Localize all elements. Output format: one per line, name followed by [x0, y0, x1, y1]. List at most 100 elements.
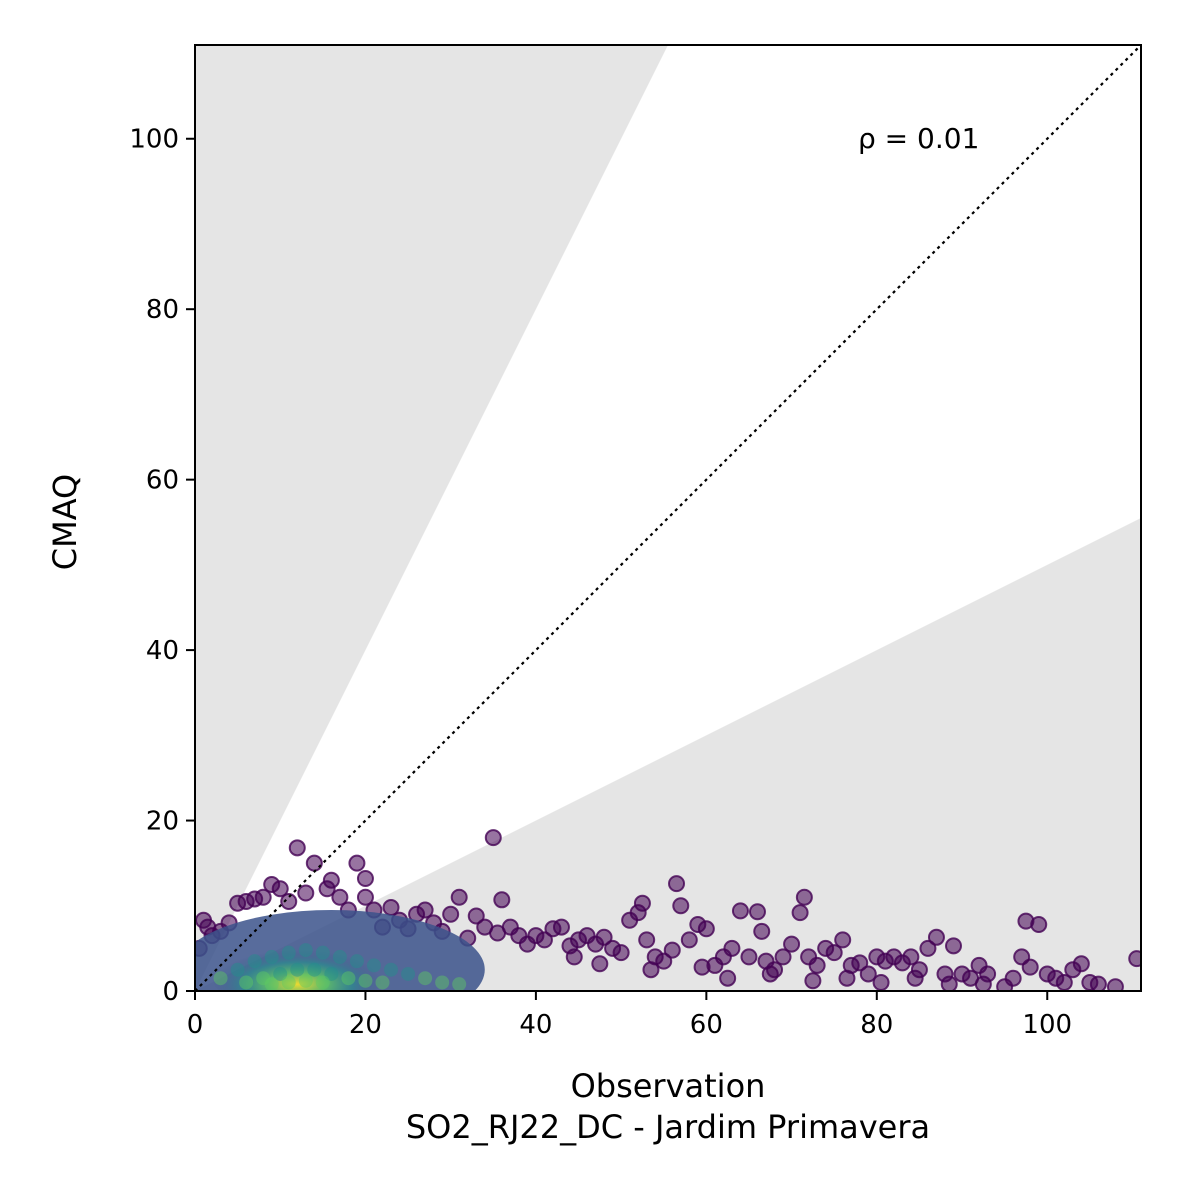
data-point — [804, 972, 822, 990]
x-tick-label: 40 — [519, 1010, 552, 1040]
density-point — [384, 962, 399, 977]
density-point — [213, 971, 228, 986]
data-point — [1030, 916, 1048, 934]
data-point — [668, 875, 686, 893]
data-point — [1089, 975, 1107, 991]
density-point — [290, 962, 305, 977]
data-point — [280, 893, 298, 911]
correlation-annotation: ρ = 0.01 — [858, 122, 979, 155]
density-point — [264, 977, 279, 991]
x-tick-label: 80 — [860, 1010, 893, 1040]
data-point — [672, 897, 690, 915]
upper-shaded-region — [195, 45, 668, 991]
data-point — [229, 894, 247, 912]
density-point — [341, 971, 356, 986]
plot-frame — [194, 44, 1142, 992]
data-point — [808, 956, 826, 974]
density-point — [230, 962, 245, 977]
y-tick-label: 80 — [146, 295, 179, 325]
x-axis-ticks: 0 20 40 60 80 100 — [187, 991, 1072, 1040]
data-point — [467, 907, 485, 925]
data-point — [974, 975, 992, 991]
scatter-points — [195, 829, 1141, 991]
data-point — [484, 829, 502, 847]
x-tick-label: 0 — [187, 1010, 204, 1040]
y-tick-label: 60 — [146, 466, 179, 496]
density-point — [332, 949, 347, 964]
data-point — [655, 952, 673, 970]
density-point — [247, 954, 262, 969]
density-point — [315, 975, 330, 990]
data-point — [442, 905, 460, 923]
density-point — [239, 975, 254, 990]
data-point — [356, 870, 374, 888]
x-tick-label: 100 — [1022, 1010, 1072, 1040]
y-tick-label: 100 — [129, 125, 179, 155]
density-core — [195, 910, 485, 991]
data-point — [791, 904, 809, 922]
data-point — [348, 854, 366, 872]
density-point — [401, 966, 416, 981]
data-point — [663, 941, 681, 959]
data-point — [927, 928, 945, 946]
one-to-one-line — [195, 45, 1141, 991]
data-point — [489, 924, 507, 942]
data-point — [552, 918, 570, 936]
data-point — [693, 958, 711, 976]
data-point — [906, 969, 924, 987]
x-axis-subtitle: SO2_RJ22_DC - Jardim Primavera — [406, 1108, 930, 1146]
density-point — [358, 973, 373, 988]
lower-shaded-region — [195, 518, 1141, 991]
density-point — [273, 966, 288, 981]
data-point — [493, 891, 511, 909]
density-point — [366, 958, 381, 973]
x-tick-label: 60 — [690, 1010, 723, 1040]
data-point — [612, 944, 630, 962]
data-point — [638, 931, 656, 949]
data-point — [774, 948, 792, 966]
density-point — [435, 975, 450, 990]
density-point — [256, 971, 271, 986]
data-point — [753, 922, 771, 940]
data-point — [450, 888, 468, 906]
data-point — [872, 973, 890, 991]
y-axis-ticks: 0 20 40 60 80 100 — [129, 125, 195, 1007]
density-point — [324, 966, 339, 981]
data-point — [595, 928, 613, 946]
data-point — [731, 902, 749, 920]
density-point — [452, 977, 467, 991]
density-point — [281, 975, 296, 990]
density-point — [298, 973, 313, 988]
data-point — [945, 937, 963, 955]
data-point — [288, 839, 306, 857]
data-point — [271, 880, 289, 898]
data-point — [246, 890, 264, 908]
data-point — [535, 931, 553, 949]
data-point — [697, 920, 715, 938]
data-point — [331, 888, 349, 906]
data-point — [1128, 950, 1141, 968]
data-point — [1106, 978, 1124, 991]
data-point — [318, 880, 336, 898]
data-point — [919, 939, 937, 957]
data-point — [834, 931, 852, 949]
data-point — [825, 944, 843, 962]
data-point — [1055, 973, 1073, 991]
density-point — [349, 954, 364, 969]
data-point — [633, 894, 651, 912]
data-point — [297, 884, 315, 902]
density-point — [375, 975, 390, 990]
data-point — [723, 939, 741, 957]
y-tick-label: 40 — [146, 636, 179, 666]
data-point — [761, 965, 779, 983]
data-point — [591, 955, 609, 973]
density-point — [307, 962, 322, 977]
data-point — [902, 948, 920, 966]
data-point — [795, 888, 813, 906]
data-point — [1004, 969, 1022, 987]
data-point — [305, 854, 323, 872]
data-point — [740, 948, 758, 966]
data-point — [859, 965, 877, 983]
data-point — [680, 931, 698, 949]
